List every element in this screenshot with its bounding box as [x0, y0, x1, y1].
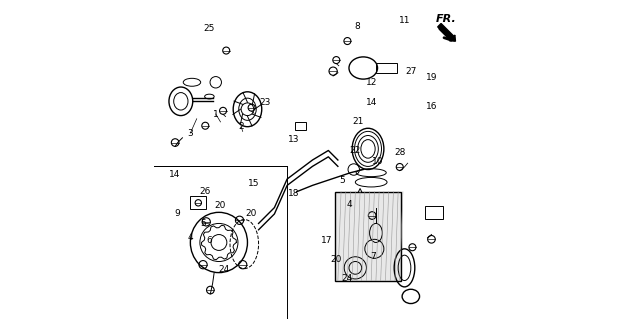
- Bar: [295, 122, 306, 130]
- Text: 10: 10: [372, 157, 383, 166]
- Text: 6: 6: [206, 236, 212, 245]
- Bar: [335, 192, 401, 281]
- Text: 4: 4: [346, 200, 352, 209]
- Text: 14: 14: [366, 99, 377, 108]
- Text: 5: 5: [200, 219, 206, 228]
- Text: 5: 5: [340, 176, 346, 185]
- Text: 20: 20: [245, 209, 256, 219]
- Text: FR.: FR.: [436, 13, 457, 24]
- Text: 9: 9: [175, 209, 181, 219]
- Text: 25: 25: [204, 24, 215, 33]
- Text: 1: 1: [213, 109, 219, 118]
- Text: 2: 2: [238, 122, 244, 131]
- Bar: [191, 196, 206, 209]
- Text: 15: 15: [248, 179, 259, 188]
- Text: 16: 16: [426, 101, 438, 111]
- Text: 4: 4: [188, 233, 193, 242]
- Text: 18: 18: [288, 189, 299, 198]
- Text: 11: 11: [399, 16, 410, 25]
- FancyArrow shape: [438, 23, 456, 41]
- Text: 8: 8: [354, 22, 360, 31]
- Text: 23: 23: [259, 99, 271, 108]
- Text: 27: 27: [405, 67, 416, 76]
- Bar: [376, 63, 397, 73]
- Text: 21: 21: [352, 117, 364, 126]
- Bar: [425, 206, 442, 219]
- Text: 14: 14: [169, 170, 180, 179]
- Text: 28: 28: [394, 148, 406, 156]
- Text: 13: 13: [288, 135, 299, 144]
- Text: 22: 22: [350, 146, 361, 155]
- Text: 12: 12: [366, 78, 377, 87]
- Text: 24: 24: [342, 275, 353, 284]
- Text: 7: 7: [370, 252, 376, 261]
- Text: 3: 3: [188, 129, 193, 138]
- Text: 24: 24: [218, 265, 229, 274]
- Text: 26: 26: [199, 187, 211, 196]
- Text: 20: 20: [331, 255, 342, 264]
- Text: 20: 20: [215, 202, 226, 211]
- Text: 19: 19: [426, 73, 438, 82]
- Text: 17: 17: [321, 236, 332, 245]
